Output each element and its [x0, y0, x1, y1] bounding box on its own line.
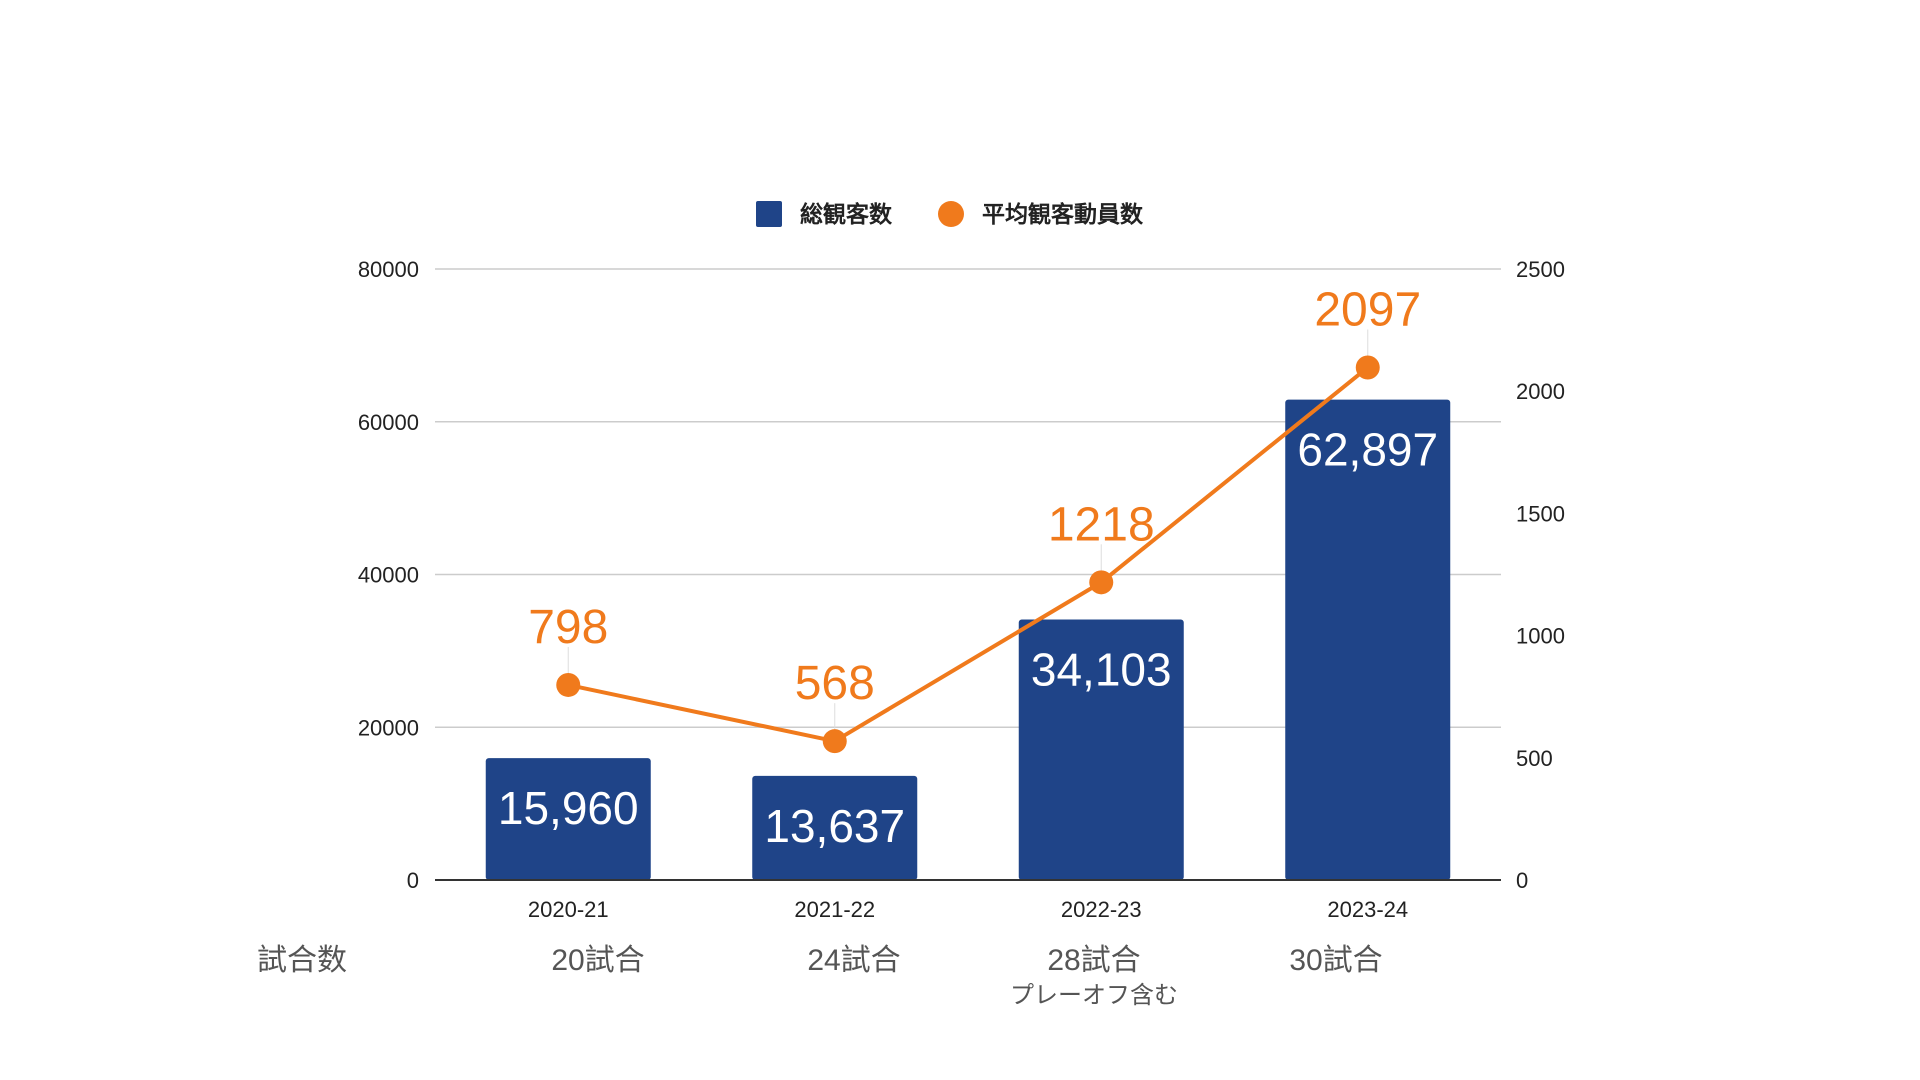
x-axis-label: 2023-24: [1327, 897, 1408, 922]
bar-data-label: 62,897: [1297, 424, 1438, 476]
left-axis-tick: 20000: [358, 715, 419, 740]
line-point: [1355, 355, 1380, 380]
line-point: [822, 729, 847, 754]
legend-label: 総観客数: [800, 201, 893, 227]
bar: [752, 775, 918, 880]
games-row-label: 試合数: [257, 944, 347, 977]
right-axis-tick: 1000: [1516, 624, 1565, 649]
bar-data-label: 13,637: [764, 800, 905, 852]
x-axis-label: 2021-22: [794, 897, 875, 922]
bar: [1285, 399, 1451, 880]
games-count: 24試合: [807, 944, 900, 977]
line-series: [567, 365, 1370, 744]
games-note: プレーオフ含む: [1010, 982, 1178, 1009]
x-axis-label: 2020-21: [528, 897, 609, 922]
right-axis-tick: 2000: [1516, 379, 1565, 404]
left-axis-tick: 0: [407, 868, 419, 893]
line-data-label: 568: [795, 657, 875, 710]
legend-bar-swatch: [756, 201, 782, 227]
bar-data-label: 15,960: [498, 782, 639, 834]
left-axis-tick: 80000: [358, 257, 419, 282]
line-point: [1089, 570, 1114, 595]
line-data-label: 1218: [1048, 498, 1155, 551]
left-axis-tick: 60000: [358, 410, 419, 435]
line-data-label: 2097: [1314, 283, 1421, 336]
right-axis-tick: 1500: [1516, 501, 1565, 526]
legend-line-swatch: [938, 201, 964, 227]
line-data-label: 798: [528, 601, 608, 654]
left-axis-tick: 40000: [358, 563, 419, 588]
right-axis-tick: 500: [1516, 746, 1553, 771]
line-point: [556, 672, 581, 697]
games-count: 28試合: [1047, 944, 1140, 977]
x-axis-label: 2022-23: [1061, 897, 1142, 922]
games-count: 20試合: [551, 944, 644, 977]
legend-label: 平均観客動員数: [982, 201, 1144, 227]
right-axis-tick: 2500: [1516, 257, 1565, 282]
bar-data-label: 34,103: [1031, 644, 1172, 696]
bar: [1018, 619, 1184, 880]
bar: [485, 758, 651, 880]
games-count: 30試合: [1289, 944, 1382, 977]
right-axis-tick: 0: [1516, 868, 1528, 893]
